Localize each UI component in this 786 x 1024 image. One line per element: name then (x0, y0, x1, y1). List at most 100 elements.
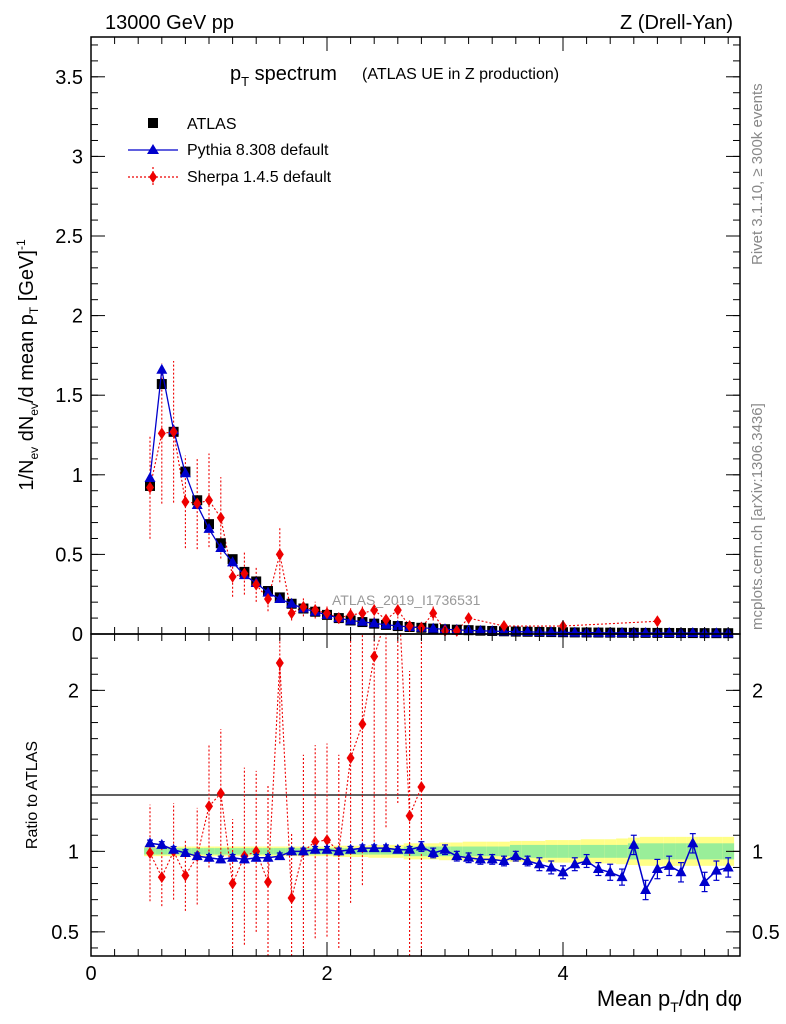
sherpa-point (252, 578, 261, 591)
sherpa-point (228, 570, 237, 583)
pythia-ratio-point (557, 866, 569, 877)
pythia-ratio-point (250, 851, 262, 862)
sherpa-ratio-point (287, 892, 296, 905)
main-y-tick-label: 2 (72, 306, 83, 328)
pythia-point (474, 624, 486, 635)
sherpa-point (429, 607, 438, 620)
ratio-band-inner (498, 846, 510, 857)
pythia-ratio-point (404, 843, 416, 854)
sherpa-point (311, 604, 320, 617)
legend-label-sherpa: Sherpa 1.4.5 default (187, 169, 332, 186)
pythia-ratio-point (628, 838, 640, 849)
pythia-point (286, 597, 298, 608)
main-y-tick-label: 3 (72, 146, 83, 168)
pythia-ratio-point (168, 843, 180, 854)
sherpa-point (346, 608, 355, 621)
pythia-ratio-point (498, 855, 510, 866)
pythia-ratio-point (274, 850, 286, 861)
pythia-point (710, 627, 722, 638)
main-y-tick-label: 3.5 (55, 67, 83, 89)
pythia-ratio-point (522, 855, 534, 866)
ratio-band-inner (616, 844, 628, 858)
ratio-y-tick-label-right: 2 (752, 680, 763, 702)
sherpa-point (334, 612, 343, 625)
main-y-tick-label: 2.5 (55, 226, 83, 248)
ratio-frame (90, 633, 741, 957)
sherpa-ratio-point (417, 780, 426, 793)
pythia-ratio-point (262, 851, 274, 862)
sherpa-point (464, 612, 473, 625)
pythia-ratio-point (415, 840, 427, 851)
pythia-ratio-point (321, 843, 333, 854)
main-panel: 0 0.5 1 1.5 2 2.5 3 3.5 pT spectrum (ATLAS UE i… (14, 36, 741, 646)
ratio-band-inner (568, 844, 581, 858)
ratio-band-inner (592, 844, 605, 858)
pythia-point (156, 363, 168, 374)
sherpa-ratio-point (181, 869, 190, 882)
ratio-band-inner (557, 844, 569, 858)
x-tick-label: 4 (557, 963, 568, 985)
pythia-ratio-point (687, 837, 699, 848)
pythia-point (179, 467, 191, 478)
sherpa-ratio-point (264, 875, 272, 888)
pythia-ratio-point (156, 838, 168, 849)
sherpa-point (653, 615, 662, 628)
sherpa-point (157, 427, 166, 440)
sherpa-ratio-point (205, 800, 213, 813)
sherpa-ratio-point (358, 718, 367, 731)
main-x-ticks (90, 37, 729, 634)
sherpa-point (181, 495, 190, 508)
ratio-y-ticks: 0.5 0.5 1 1 2 2 (51, 657, 780, 949)
x-axis-label: Mean pT/dη dφ (597, 986, 742, 1015)
sherpa-point (382, 613, 390, 626)
pythia-ratio-point (297, 845, 309, 856)
sherpa-ratio-point (157, 871, 166, 884)
sherpa-ratio-point (311, 835, 320, 848)
ratio-y-tick-label: 2 (68, 680, 79, 702)
sherpa-point (500, 620, 508, 633)
pythia-ratio-point (510, 850, 522, 861)
pythia-point (203, 522, 215, 533)
legend-label-atlas: ATLAS (187, 116, 237, 133)
sherpa-point (299, 600, 308, 613)
sherpa-point (275, 548, 284, 561)
ratio-band-inner (545, 844, 558, 858)
pythia-ratio-point (203, 851, 215, 862)
ratio-y-tick-label: 1 (68, 841, 79, 863)
sherpa-ratio-point (405, 809, 414, 822)
main-y-ticks: 0 0.5 1 1.5 2 2.5 3 3.5 (55, 44, 740, 646)
ratio-band-inner (698, 843, 711, 860)
pythia-ratio-point (345, 843, 357, 854)
legend-marker-atlas (148, 118, 158, 128)
legend-marker-pythia (147, 144, 159, 154)
ratio-y-axis-label: Ratio to ATLAS (24, 741, 41, 849)
pythia-ratio-point (675, 866, 687, 877)
pythia-ratio-point (380, 842, 392, 853)
pythia-ratio-point (592, 863, 604, 874)
main-y-axis-label: 1/Nev dNev/d mean pT [GeV]-1 (14, 239, 41, 491)
pythia-ratio-point (368, 842, 380, 853)
sherpa-point (393, 604, 402, 617)
x-tick-label: 0 (85, 963, 96, 985)
ratio-band-inner (651, 843, 664, 860)
ratio-band-inner (639, 843, 652, 860)
pythia-ratio-point (179, 846, 191, 857)
x-tick-label: 2 (321, 963, 332, 985)
chart-title-suffix: (ATLAS UE in Z production) (362, 66, 559, 83)
watermark-label: ATLAS_2019_I1736531 (332, 592, 481, 608)
legend: ATLAS Pythia 8.308 default Sherpa 1.4.5 … (128, 116, 332, 187)
pythia-ratio-point (616, 871, 628, 882)
ratio-band-inner (710, 843, 723, 860)
mcplots-label: mcplots.cern.ch [arXiv:1306.3436] (749, 403, 766, 630)
main-y-tick-label: 0.5 (55, 544, 83, 566)
pythia-point (262, 586, 274, 597)
main-y-tick-label: 1.5 (55, 385, 83, 407)
ratio-band-inner (580, 844, 593, 858)
pythia-ratio-point (710, 864, 722, 875)
pythia-point (356, 615, 368, 626)
process-label: Z (Drell-Yan) (620, 12, 733, 34)
pythia-ratio-point (486, 853, 498, 864)
sherpa-point (405, 620, 414, 633)
ratio-band-inner (663, 843, 676, 860)
sherpa-point (287, 607, 296, 620)
